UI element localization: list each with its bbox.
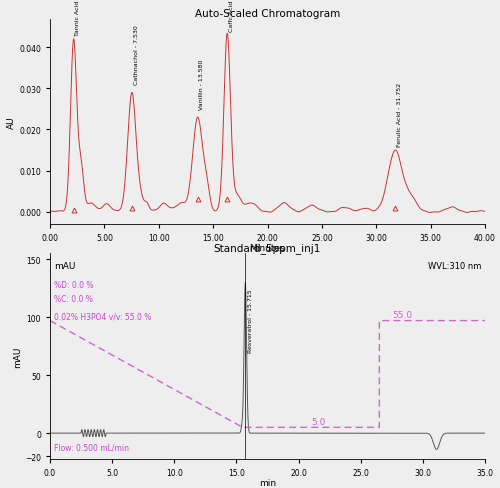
- Text: Tannic Acid - 2.172: Tannic Acid - 2.172: [76, 0, 80, 36]
- Text: Vanillin - 13.580: Vanillin - 13.580: [200, 60, 204, 110]
- Text: 0.02% H3PO4 v/v: 55.0 %: 0.02% H3PO4 v/v: 55.0 %: [54, 312, 151, 321]
- Text: Caffc Acid - 16.294: Caffc Acid - 16.294: [229, 0, 234, 32]
- Title: Auto-Scaled Chromatogram: Auto-Scaled Chromatogram: [195, 9, 340, 19]
- Text: %D: 0.0 %: %D: 0.0 %: [54, 281, 93, 289]
- Text: Resveratrol - 15.715: Resveratrol - 15.715: [248, 288, 253, 352]
- Title: Standard_5ppm_inj1: Standard_5ppm_inj1: [214, 243, 321, 254]
- Y-axis label: AU: AU: [8, 116, 16, 128]
- X-axis label: Minutes: Minutes: [250, 244, 286, 253]
- X-axis label: min: min: [259, 478, 276, 487]
- Text: %C: 0.0 %: %C: 0.0 %: [54, 294, 92, 303]
- Text: Flow: 0.500 mL/min: Flow: 0.500 mL/min: [54, 443, 128, 451]
- Text: 55.0: 55.0: [392, 310, 412, 320]
- Y-axis label: mAU: mAU: [13, 346, 22, 367]
- Text: Cathnachol - 7.530: Cathnachol - 7.530: [134, 25, 138, 85]
- Text: mAU: mAU: [54, 262, 75, 271]
- Text: Ferulic Acid - 31.752: Ferulic Acid - 31.752: [397, 82, 402, 146]
- Text: 5.0: 5.0: [311, 417, 326, 426]
- Text: WVL:310 nm: WVL:310 nm: [428, 262, 482, 271]
